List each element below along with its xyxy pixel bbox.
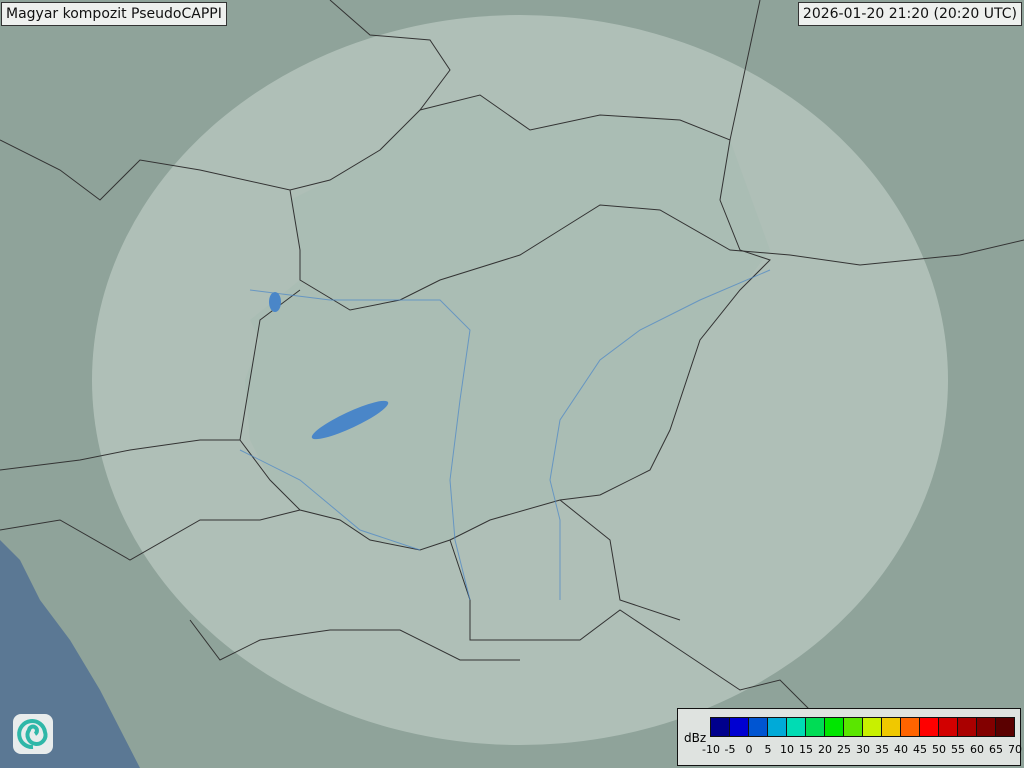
- legend-tick-label: 0: [745, 743, 753, 756]
- legend-tick-label: -10: [702, 743, 720, 756]
- legend-tick-label: 55: [951, 743, 965, 756]
- legend-tick-label: 45: [913, 743, 927, 756]
- hungary-region: [245, 95, 770, 550]
- legend-tick-label: 65: [989, 743, 1003, 756]
- legend-tick-label: 30: [856, 743, 870, 756]
- legend-swatch: [749, 718, 768, 736]
- rivers: [239, 269, 771, 601]
- legend-tick-label: 20: [818, 743, 832, 756]
- adriatic-sea: [0, 540, 140, 768]
- legend-swatch: [806, 718, 825, 736]
- lake-balaton: [311, 400, 389, 440]
- country-borders: [0, 0, 1024, 721]
- timestamp: 2026-01-20 21:20 (20:20 UTC): [797, 2, 1022, 26]
- legend-swatch: [939, 718, 958, 736]
- legend-swatch: [996, 718, 1014, 736]
- legend-swatch: [768, 718, 787, 736]
- legend-swatch: [882, 718, 901, 736]
- legend-tick-label: 40: [894, 743, 908, 756]
- legend-tick-label: 5: [764, 743, 772, 756]
- lake-neusiedl: [269, 292, 281, 312]
- legend-swatch: [787, 718, 806, 736]
- legend-color-bar: [710, 717, 1015, 737]
- legend-tick-label: 15: [799, 743, 813, 756]
- legend-swatch: [863, 718, 882, 736]
- dbz-color-legend: dBz -10 -5 0 5 10 15 20 25 30 35 40 45 50 55 60 65 70: [677, 708, 1022, 766]
- legend-swatch: [711, 718, 730, 736]
- legend-tick-label: 70: [1008, 743, 1022, 756]
- legend-swatch: [901, 718, 920, 736]
- legend-tick-label: 25: [837, 743, 851, 756]
- legend-tick-label: 35: [875, 743, 889, 756]
- legend-tick-label: -5: [724, 743, 736, 756]
- legend-swatch: [844, 718, 863, 736]
- legend-swatch: [977, 718, 996, 736]
- legend-tick-label: 50: [932, 743, 946, 756]
- legend-swatch: [920, 718, 939, 736]
- omsz-logo: [13, 714, 53, 754]
- legend-swatch: [825, 718, 844, 736]
- legend-tick-label: 60: [970, 743, 984, 756]
- legend-unit: dBz: [684, 731, 707, 745]
- legend-swatch: [730, 718, 749, 736]
- swirl-logo-icon: [17, 719, 48, 750]
- legend-swatch: [958, 718, 977, 736]
- product-title: Magyar kompozit PseudoCAPPI: [1, 2, 227, 26]
- legend-tick-label: 10: [780, 743, 794, 756]
